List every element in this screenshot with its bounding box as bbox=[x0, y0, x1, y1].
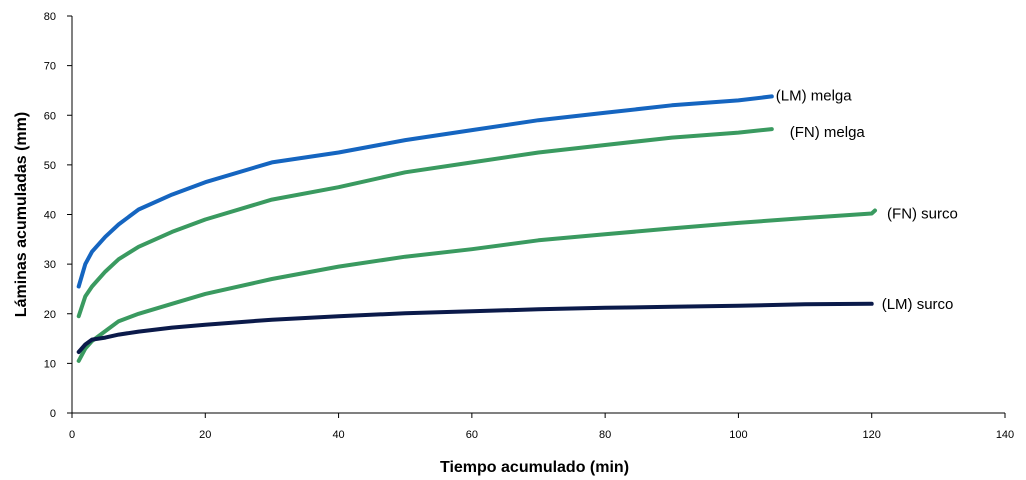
series-label-1: (LM) melga bbox=[776, 87, 853, 104]
series-line-2 bbox=[76, 127, 774, 319]
y-tick-label: 30 bbox=[44, 259, 56, 271]
x-tick-label: 60 bbox=[466, 429, 478, 441]
y-tick-label: 60 bbox=[44, 110, 56, 122]
y-axis-title: Láminas acumuladas (mm) bbox=[13, 112, 30, 317]
x-axis-title: Tiempo acumulado (min) bbox=[440, 459, 629, 476]
y-tick-label: 10 bbox=[44, 358, 56, 370]
series-label-4: (LM) surco bbox=[882, 296, 954, 313]
x-tick-label: 100 bbox=[729, 429, 747, 441]
y-tick-label: 0 bbox=[50, 408, 56, 420]
x-tick-label: 140 bbox=[996, 429, 1014, 441]
x-tick-label: 120 bbox=[863, 429, 881, 441]
series-layer bbox=[76, 94, 877, 363]
x-tick-label: 0 bbox=[69, 429, 75, 441]
y-tick-label: 70 bbox=[44, 61, 56, 73]
series-labels: (LM) melga (FN) melga (FN) surco (LM) surco bbox=[776, 87, 958, 312]
series-label-3: (FN) surco bbox=[887, 206, 958, 223]
x-tick-label: 40 bbox=[332, 429, 344, 441]
series-label-2: (FN) melga bbox=[790, 124, 866, 141]
x-tick-label: 80 bbox=[599, 429, 611, 441]
axes: 0 20 40 60 80 100 120 140 0 10 20 30 40 50 60 70 80 bbox=[44, 11, 1014, 441]
series-line-3 bbox=[76, 208, 877, 363]
y-tick-label: 20 bbox=[44, 309, 56, 321]
y-tick-label: 50 bbox=[44, 160, 56, 172]
series-line-1 bbox=[76, 94, 774, 289]
series-line-4 bbox=[76, 301, 874, 354]
y-tick-label: 80 bbox=[44, 11, 56, 23]
x-tick-label: 20 bbox=[199, 429, 211, 441]
y-tick-label: 40 bbox=[44, 210, 56, 222]
